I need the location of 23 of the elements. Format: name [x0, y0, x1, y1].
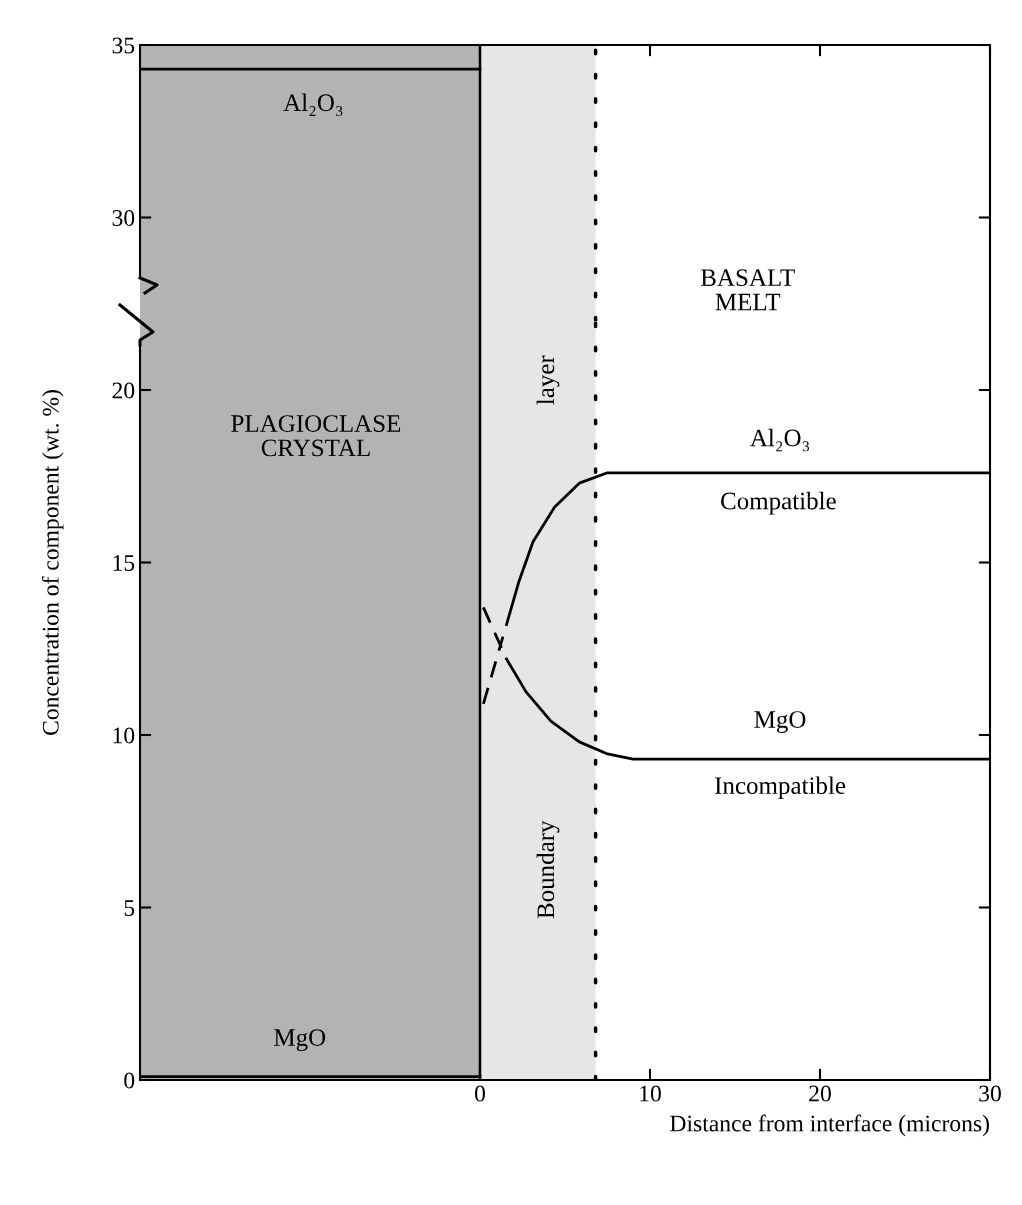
annotation: Incompatible	[715, 776, 846, 800]
annotation: Compatible	[721, 491, 836, 515]
annotation: layer	[536, 355, 560, 405]
y-axis-title: Concentration of component (wt. %)	[41, 390, 64, 735]
y-tick-label: 30	[112, 209, 135, 226]
annotation: Boundary	[536, 820, 560, 919]
x-tick-label: 0	[475, 1085, 485, 1102]
annotation: Al₂O₃	[750, 428, 810, 452]
x-tick-label: 10	[640, 1085, 661, 1102]
annotation: MgO	[754, 711, 806, 734]
y-tick-label: 35	[112, 37, 135, 54]
x-tick-label: 20	[809, 1085, 831, 1102]
y-tick-label: 0	[124, 1072, 135, 1089]
x-axis-title: Distance from interface (microns)	[670, 1114, 989, 1137]
annotation: MgO	[274, 1029, 326, 1052]
annotation: PLAGIOCLASE CRYSTAL	[231, 415, 401, 457]
annotation: BASALT MELT	[701, 269, 795, 311]
y-tick-label: 20	[112, 382, 135, 399]
x-tick-label: 30	[979, 1085, 1001, 1102]
y-tick-label: 10	[113, 727, 135, 744]
y-tick-label: 15	[113, 555, 135, 571]
y-tick-label: 5	[124, 900, 135, 916]
annotation: Al₂O₃	[283, 93, 343, 117]
